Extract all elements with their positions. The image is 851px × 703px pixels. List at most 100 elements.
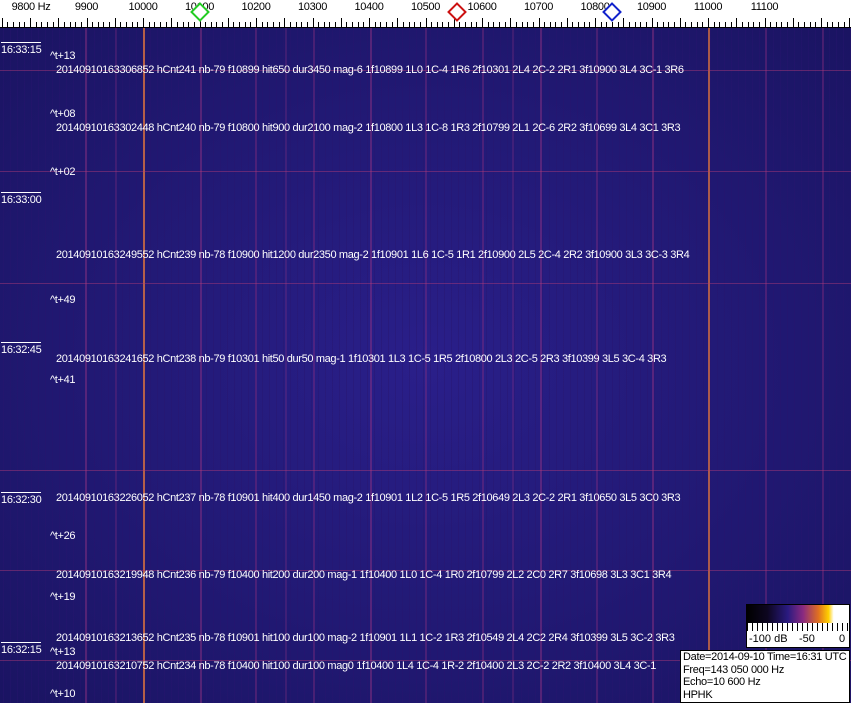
axis-tick — [431, 22, 433, 27]
axis-tick — [832, 22, 834, 27]
signal-trace — [822, 28, 824, 703]
time-label: 16:33:00 — [1, 192, 42, 206]
time-offset-marker: ^t+13 — [50, 50, 76, 62]
info-date-time: Date=2014-09-10 Time=16:31 UTC — [683, 651, 847, 663]
axis-tick — [295, 22, 297, 27]
axis-tick — [250, 22, 252, 27]
time-offset-marker: ^t+10 — [50, 688, 76, 700]
axis-tick — [837, 22, 839, 27]
signal-trace — [708, 28, 710, 703]
horizontal-trace — [0, 570, 851, 571]
time-offset-marker: ^t+13 — [50, 646, 76, 658]
signal-trace — [482, 28, 484, 703]
axis-tick — [555, 22, 557, 27]
axis-tick — [24, 22, 26, 27]
axis-tick — [482, 18, 483, 27]
signal-trace — [200, 28, 202, 703]
axis-tick — [109, 22, 111, 27]
axis-tick — [227, 18, 229, 27]
axis-tick — [849, 18, 851, 27]
axis-tick — [63, 22, 65, 27]
frequency-label: 10500 — [410, 1, 441, 13]
axis-tick — [278, 22, 280, 27]
info-box: Date=2014-09-10 Time=16:31 UTC Freq=143 … — [680, 650, 850, 703]
axis-tick — [668, 22, 670, 27]
axis-tick — [493, 22, 495, 27]
axis-tick — [75, 22, 77, 27]
axis-tick — [747, 22, 749, 27]
axis-tick — [176, 22, 178, 27]
frequency-label: 10600 — [467, 1, 497, 13]
signal-trace — [596, 28, 598, 703]
colorbar-gradient — [747, 605, 849, 623]
axis-tick — [589, 22, 591, 27]
axis-tick — [448, 22, 450, 27]
axis-tick — [357, 22, 359, 27]
signal-trace — [285, 28, 287, 703]
axis-tick — [148, 22, 150, 27]
axis-tick — [645, 22, 647, 27]
axis-tick — [267, 22, 269, 27]
axis-tick — [487, 22, 489, 27]
axis-tick — [239, 22, 241, 27]
detection-record: 20140910163249552 hCnt239 nb-78 f10900 h… — [56, 249, 690, 261]
axis-tick — [719, 22, 721, 27]
signal-trace — [652, 28, 654, 703]
horizontal-trace — [0, 660, 851, 661]
axis-tick — [306, 22, 308, 27]
axis-tick — [724, 22, 726, 27]
axis-tick — [137, 22, 139, 27]
axis-tick — [713, 22, 715, 27]
axis-tick — [369, 18, 370, 27]
axis-tick — [46, 22, 48, 27]
signal-trace — [540, 28, 542, 703]
info-station: HPHK — [683, 688, 713, 701]
colorbar-ticks — [747, 623, 849, 631]
axis-tick — [843, 22, 845, 27]
colorbar-label: 0 — [839, 633, 846, 645]
red-marker[interactable] — [446, 2, 467, 22]
axis-tick — [284, 18, 286, 27]
axis-tick — [606, 22, 608, 27]
axis-tick — [114, 18, 116, 27]
detection-record: 20140910163241652 hCnt238 nb-79 f10301 h… — [56, 353, 667, 365]
detection-record: 20140910163306852 hCnt241 nb-79 f10899 h… — [56, 64, 684, 76]
axis-tick — [459, 22, 461, 27]
axis-tick — [696, 22, 698, 27]
axis-tick — [498, 22, 500, 27]
axis-tick — [374, 22, 376, 27]
axis-tick — [561, 22, 563, 27]
frequency-label: 10200 — [241, 1, 271, 13]
time-label: 16:32:45 — [1, 342, 42, 356]
axis-tick — [188, 22, 190, 27]
frequency-label: 10900 — [636, 1, 667, 13]
frequency-label: 10700 — [523, 1, 554, 13]
colorbar-label: -100 dB — [749, 633, 788, 645]
axis-tick — [352, 22, 354, 27]
axis-tick — [35, 22, 37, 27]
signal-trace — [425, 28, 427, 703]
time-label: 16:32:15 — [1, 642, 42, 656]
axis-tick — [397, 18, 399, 27]
axis-tick — [781, 22, 783, 27]
axis-tick — [13, 22, 15, 27]
axis-tick — [92, 22, 94, 27]
axis-tick — [691, 22, 693, 27]
axis-tick — [154, 22, 156, 27]
axis-tick — [193, 22, 195, 27]
axis-tick — [261, 22, 263, 27]
axis-tick — [628, 22, 630, 27]
time-offset-marker: ^t+02 — [50, 166, 76, 178]
time-offset-marker: ^t+08 — [50, 108, 76, 120]
signal-trace — [115, 28, 117, 703]
axis-tick — [640, 22, 642, 27]
axis-tick — [402, 22, 404, 27]
axis-tick — [549, 22, 551, 27]
axis-tick — [182, 22, 184, 27]
axis-tick — [510, 18, 512, 27]
axis-tick — [674, 22, 676, 27]
axis-tick — [538, 18, 540, 27]
axis-tick — [436, 22, 438, 27]
time-offset-marker: ^t+26 — [50, 530, 76, 542]
axis-tick — [453, 18, 455, 27]
